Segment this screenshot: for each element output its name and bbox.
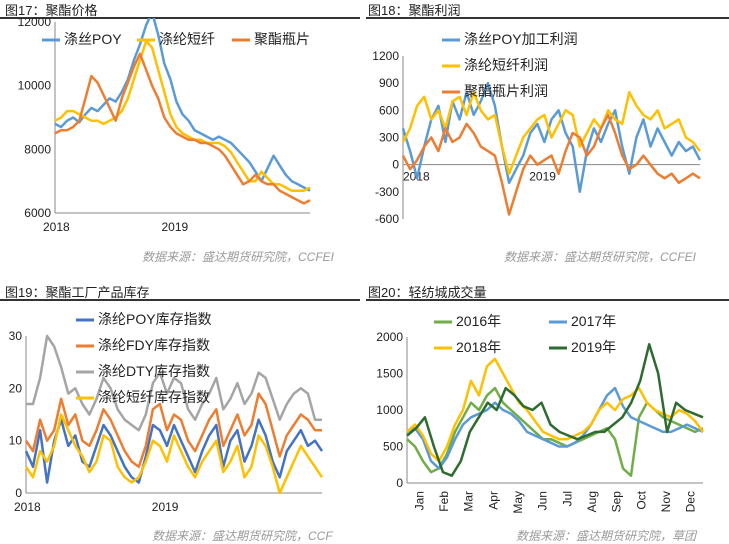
title-rule [366, 299, 729, 301]
series-line [401, 113, 701, 216]
legend-label: 涤丝POY加工利润 [464, 31, 578, 47]
title-rule [0, 17, 360, 19]
x-tick-label: 2018 [43, 220, 70, 234]
y-tick-label: 0 [392, 158, 399, 172]
series-line [54, 18, 311, 192]
volume-chart: 0 500 1000 1500 2000 Jan Feb Mar Apr May Jun Jul Aug… [376, 313, 705, 514]
x-tick-label: 2019 [161, 220, 188, 234]
title-rule [0, 299, 360, 301]
y-tick-label: 2000 [376, 330, 403, 344]
y-tick-label: 0 [15, 486, 22, 500]
legend-label: 涤纶短纤利润 [464, 57, 548, 73]
y-tick-label: 10 [9, 434, 23, 448]
x-tick-label: Dec [684, 491, 698, 512]
x-tick-label: Feb [437, 491, 451, 512]
data-source: 数据来源：盛达期货研究院，CCFEI [504, 250, 697, 264]
x-tick-label: 2019 [529, 170, 556, 184]
series-line [406, 357, 705, 463]
chart-title: 图20：轻纺城成交量 [368, 285, 487, 300]
legend-label: 聚酯瓶片 [254, 31, 310, 47]
y-tick-label: 900 [379, 76, 399, 90]
series-line [26, 334, 322, 432]
data-source: 数据来源：盛达期货研究院，CCF [152, 529, 333, 543]
x-tick-label: Apr [486, 491, 500, 510]
series-line [24, 392, 322, 469]
x-tick-label: Mar [462, 491, 476, 512]
y-tick-label: 20 [9, 381, 23, 395]
legend-label: 2019年 [571, 339, 616, 355]
inventory-chart: 0 10 20 30 2018 2019 涤纶POY库存指数涤纶FDY库存指数涤纶DTY库存… [9, 311, 324, 514]
y-tick-label: 0 [396, 476, 403, 490]
x-tick-label: 2018 [14, 500, 41, 514]
chart-title: 图18：聚酯利润 [368, 3, 461, 18]
legend-label: 涤纶短纤 [159, 31, 215, 47]
x-tick-label: May [511, 491, 525, 514]
legend-label: 涤纶DTY库存指数 [98, 363, 210, 379]
y-tick-label: -600 [375, 212, 399, 226]
legend-label: 涤丝POY [64, 31, 122, 47]
y-tick-label: 1200 [372, 49, 399, 63]
legend-label: 2017年 [571, 313, 616, 329]
series-line [24, 418, 324, 484]
y-tick-label: 1000 [376, 403, 403, 417]
y-tick-label: 6000 [24, 206, 51, 220]
legend-label: 涤纶FDY库存指数 [98, 337, 210, 353]
y-tick-label: 30 [9, 329, 23, 343]
chart-title: 图17：聚酯价格 [5, 3, 98, 18]
series-line [401, 90, 701, 175]
y-tick-label: 300 [379, 131, 399, 145]
legend-label: 涤纶POY库存指数 [98, 311, 212, 327]
y-tick-label: 8000 [24, 142, 51, 156]
series-line [24, 413, 324, 495]
series-line [406, 343, 704, 477]
data-source: 数据来源：盛达期货研究院，草团 [516, 529, 697, 543]
legend-label: 2018年 [456, 339, 501, 355]
series-line [54, 52, 311, 205]
series-line [406, 386, 704, 470]
title-rule [366, 17, 729, 19]
x-tick-label: Jun [536, 491, 550, 510]
y-tick-label: 12000 [18, 18, 52, 29]
data-source: 数据来源：盛达期货研究院，CCFEI [142, 250, 335, 264]
x-tick-label: Nov [659, 491, 673, 512]
y-tick-label: -300 [375, 185, 399, 199]
y-tick-label: 600 [379, 103, 399, 117]
series-line [54, 39, 311, 192]
chart-title: 图19：聚酯工厂产品库存 [5, 285, 150, 300]
x-tick-label: Oct [634, 490, 648, 509]
x-tick-label: Sep [610, 491, 624, 513]
legend-label: 聚酯瓶片利润 [464, 83, 548, 99]
y-tick-label: 500 [383, 440, 403, 454]
y-tick-label: 1500 [376, 367, 403, 381]
x-tick-label: Jul [560, 491, 574, 506]
x-tick-label: 2019 [152, 500, 179, 514]
x-tick-label: Aug [585, 491, 599, 512]
legend-label: 2016年 [456, 313, 501, 329]
legend-label: 涤纶短纤库存指数 [98, 389, 210, 405]
price-chart: 6000 8000 10000 12000 2018 2019 涤丝POY 涤纶短纤 聚酯瓶片 [18, 18, 311, 234]
x-tick-label: Jan [412, 491, 426, 510]
y-tick-label: 10000 [18, 79, 52, 93]
